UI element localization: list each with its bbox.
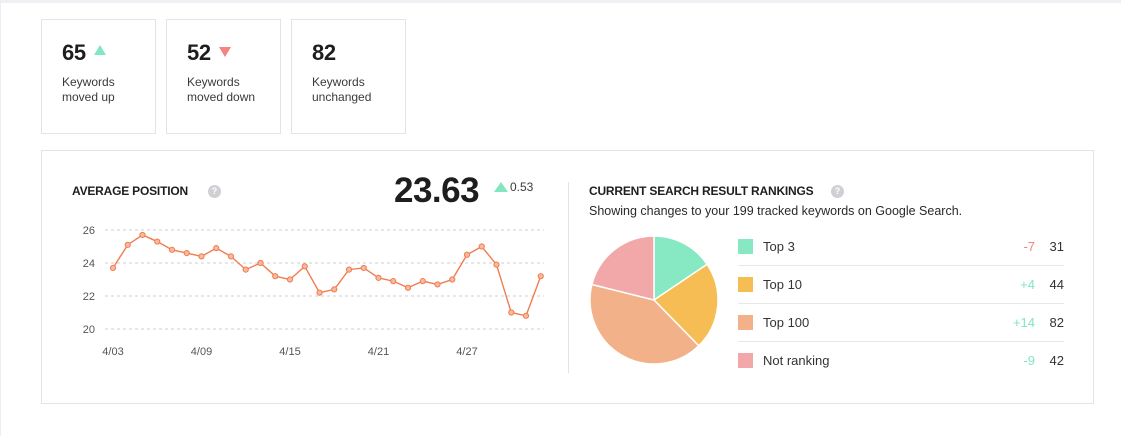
legend-row-top-3: Top 3 -7 31	[738, 228, 1064, 266]
legend-label: Top 10	[763, 277, 803, 292]
data-point[interactable]	[183, 250, 190, 257]
data-point[interactable]	[286, 276, 294, 283]
stat-value: 65	[62, 40, 86, 65]
pie-slice-not-ranking[interactable]	[590, 235, 655, 301]
average-position-delta: 0.53	[510, 180, 534, 194]
rankings-pie-chart	[589, 235, 719, 365]
average-position-line-chart: 20 22 24 26 4/03 4/09 4/15 4/21 4/27	[83, 225, 544, 358]
data-point[interactable]	[419, 278, 426, 285]
rankings-title: CURRENT SEARCH RESULT RANKINGS	[589, 184, 814, 198]
legend-label: Not ranking	[763, 353, 830, 368]
data-point[interactable]	[198, 253, 205, 260]
legend-label: Top 100	[763, 315, 810, 330]
legend-delta: +4	[1020, 277, 1035, 292]
data-point[interactable]	[124, 241, 131, 248]
average-position-title: AVERAGE POSITION	[72, 184, 188, 198]
pie-slice-top-3[interactable]	[653, 235, 709, 302]
data-point[interactable]	[139, 231, 146, 239]
swatch-top-3	[738, 239, 753, 254]
legend-count: 42	[1049, 353, 1064, 368]
stat-card-moved-down: 52 Keywords moved down	[166, 19, 281, 134]
data-point[interactable]	[375, 274, 382, 281]
top-bar	[0, 0, 1121, 3]
arrow-up-icon	[494, 182, 508, 192]
section-divider	[568, 182, 569, 373]
svg-text:4/21: 4/21	[368, 346, 389, 358]
data-point[interactable]	[478, 243, 485, 250]
legend-delta: -9	[1023, 353, 1035, 368]
rankings-legend: Top 3 -7 31 Top 10 +4 44 Top 100 +14 82 …	[738, 228, 1064, 380]
data-point[interactable]	[331, 286, 338, 293]
stat-label: Keywords moved up	[62, 75, 115, 105]
stat-label-line1: Keywords	[312, 75, 365, 89]
data-point[interactable]	[434, 281, 441, 288]
data-point[interactable]	[168, 246, 176, 253]
swatch-top-100	[738, 315, 753, 330]
data-point[interactable]	[301, 263, 308, 270]
data-point[interactable]	[508, 309, 515, 316]
arrow-down-icon	[219, 47, 231, 57]
data-point[interactable]	[316, 289, 323, 296]
data-point[interactable]	[272, 273, 279, 280]
stat-value: 52	[187, 40, 211, 65]
stat-label-line1: Keywords	[187, 75, 240, 89]
svg-text:26: 26	[83, 225, 95, 237]
svg-text:4/09: 4/09	[191, 346, 212, 358]
stat-label: Keywords moved down	[187, 75, 255, 105]
data-point[interactable]	[154, 238, 161, 245]
data-point[interactable]	[390, 278, 397, 285]
data-point[interactable]	[345, 266, 353, 273]
stat-label-line2: moved down	[187, 90, 256, 104]
data-point[interactable]	[109, 264, 117, 272]
pie-slice-top-100[interactable]	[589, 283, 700, 365]
swatch-not-ranking	[738, 353, 753, 368]
arrow-up-icon	[94, 45, 106, 55]
legend-row-top-10: Top 10 +4 44	[738, 266, 1064, 304]
help-icon[interactable]: ?	[831, 185, 844, 198]
legend-count: 44	[1049, 277, 1064, 292]
data-point[interactable]	[449, 276, 456, 283]
data-point[interactable]	[404, 284, 412, 291]
data-point[interactable]	[360, 264, 367, 272]
stat-card-moved-up: 65 Keywords moved up	[41, 19, 156, 134]
data-point[interactable]	[537, 273, 544, 280]
stat-label-line1: Keywords	[62, 75, 115, 89]
legend-count: 31	[1049, 239, 1064, 254]
data-point[interactable]	[242, 266, 249, 273]
swatch-top-10	[738, 277, 753, 292]
legend-count: 82	[1049, 315, 1064, 330]
svg-text:24: 24	[83, 258, 95, 270]
svg-text:20: 20	[83, 324, 95, 336]
stat-value: 82	[312, 40, 336, 65]
svg-text:22: 22	[83, 291, 95, 303]
stat-label-line2: moved up	[62, 90, 115, 104]
svg-text:4/27: 4/27	[456, 346, 477, 358]
stat-card-unchanged: 82 Keywords unchanged	[291, 19, 406, 134]
rankings-subtitle: Showing changes to your 199 tracked keyw…	[589, 204, 963, 218]
average-position-value: 23.63	[394, 171, 480, 210]
pie-slice-top-10[interactable]	[652, 263, 719, 347]
svg-text:4/15: 4/15	[279, 346, 300, 358]
data-point[interactable]	[493, 261, 500, 268]
help-icon[interactable]: ?	[208, 185, 221, 198]
stat-label: Keywords unchanged	[312, 75, 371, 105]
data-point[interactable]	[227, 253, 235, 260]
legend-row-not-ranking: Not ranking -9 42	[738, 342, 1064, 380]
data-point[interactable]	[463, 251, 471, 258]
stat-label-line2: unchanged	[312, 90, 372, 104]
data-point[interactable]	[257, 259, 264, 267]
legend-label: Top 3	[763, 239, 795, 254]
svg-text:4/03: 4/03	[102, 346, 123, 358]
legend-delta: +14	[1012, 315, 1035, 330]
legend-row-top-100: Top 100 +14 82	[738, 304, 1064, 342]
legend-delta: -7	[1023, 239, 1035, 254]
data-point[interactable]	[213, 245, 220, 252]
left-edge	[0, 0, 1, 436]
data-point[interactable]	[522, 312, 530, 319]
rankings-panel: AVERAGE POSITION ? 23.63 0.53 20 22 24 26 4/…	[41, 150, 1094, 404]
